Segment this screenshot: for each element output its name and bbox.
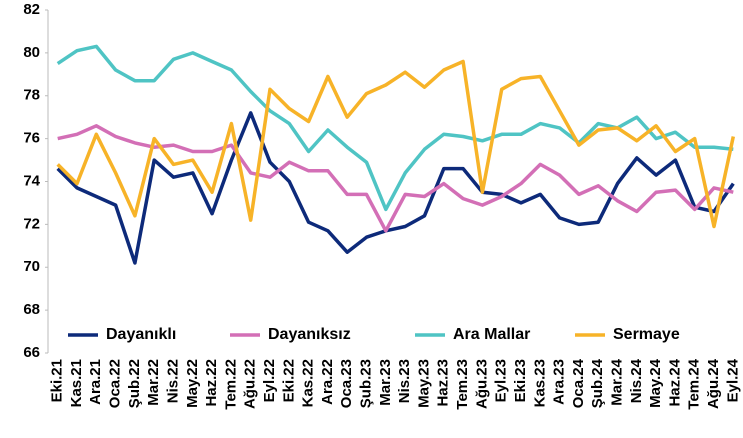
y-tick-label: 74 — [23, 172, 40, 189]
x-tick-label: Ağu.23 — [473, 359, 490, 409]
x-tick-label: Haz.22 — [203, 359, 220, 407]
x-tick-label: Tem.22 — [222, 359, 239, 410]
x-tick-label: May.24 — [647, 358, 664, 408]
series-line — [56, 59, 736, 229]
y-tick-label: 68 — [23, 301, 40, 318]
x-tick-label: May.22 — [184, 359, 201, 408]
x-tick-label: Ağu.24 — [705, 358, 722, 409]
x-tick-label: Mar.22 — [145, 359, 162, 406]
x-tick-label: Eki.23 — [512, 359, 529, 402]
x-tick-label: Nis.23 — [396, 359, 413, 403]
x-tick-label: Eyl.22 — [261, 359, 278, 402]
series-line — [57, 124, 734, 233]
x-tick-label: Oca.22 — [107, 359, 124, 408]
x-tick-label: Mar.24 — [608, 358, 625, 405]
x-tick-label: Ağu.22 — [242, 359, 259, 409]
x-tick-label: Kas.22 — [300, 359, 317, 407]
x-tick-label: Şub.22 — [126, 359, 143, 408]
y-tick-label: 82 — [23, 1, 40, 18]
x-tick-label: Eki.21 — [49, 359, 66, 402]
y-tick-label: 78 — [23, 87, 40, 104]
x-tick-label: Haz.24 — [666, 358, 683, 406]
x-tick-label: Eyl.24 — [724, 358, 741, 402]
x-tick-label: Nis.22 — [164, 359, 181, 403]
x-tick-label: Oca.24 — [570, 358, 587, 408]
x-tick-label: Mar.23 — [377, 359, 394, 406]
y-tick-label: 76 — [23, 130, 40, 147]
x-tick-label: Eyl.23 — [493, 359, 510, 402]
x-tick-label: Ara.23 — [551, 359, 568, 405]
x-tick-label: Kas.23 — [531, 359, 548, 407]
legend-label: Dayanıksız — [268, 326, 351, 343]
x-tick-label: Nis.24 — [628, 358, 645, 403]
x-tick-label: Haz.23 — [435, 359, 452, 407]
legend-label: Dayanıklı — [106, 326, 176, 343]
x-tick-label: May.23 — [415, 359, 432, 408]
legend-label: Ara Mallar — [453, 326, 530, 343]
legend-label: Sermaye — [613, 326, 680, 343]
x-tick-label: Tem.24 — [686, 358, 703, 409]
x-tick-label: Ara.22 — [319, 359, 336, 405]
y-tick-label: 70 — [23, 258, 40, 275]
x-tick-label: Şub.23 — [358, 359, 375, 408]
x-tick-label: Ara.21 — [87, 359, 104, 405]
x-tick-label: Tem.23 — [454, 359, 471, 410]
x-tick-label: Kas.21 — [68, 359, 85, 407]
series-line — [56, 44, 734, 212]
y-tick-label: 72 — [23, 215, 40, 232]
series-line — [56, 111, 735, 265]
y-tick-label: 66 — [23, 344, 40, 361]
x-tick-label: Oca.23 — [338, 359, 355, 408]
x-tick-label: Eki.22 — [280, 359, 297, 402]
x-tick-label: Şub.24 — [589, 358, 606, 408]
y-tick-label: 80 — [23, 44, 40, 61]
